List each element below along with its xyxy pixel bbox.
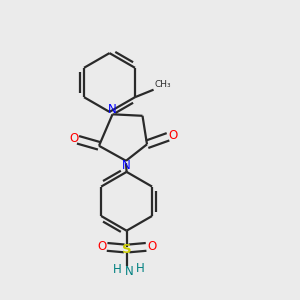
Text: H: H (136, 262, 145, 275)
Text: N: N (108, 103, 117, 116)
Text: S: S (122, 243, 131, 256)
Text: O: O (168, 129, 177, 142)
Text: H: H (113, 263, 122, 276)
Text: N: N (125, 265, 134, 278)
Text: CH₃: CH₃ (154, 80, 171, 89)
Text: N: N (122, 159, 130, 172)
Text: O: O (147, 240, 156, 253)
Text: O: O (97, 240, 106, 253)
Text: O: O (69, 132, 78, 145)
